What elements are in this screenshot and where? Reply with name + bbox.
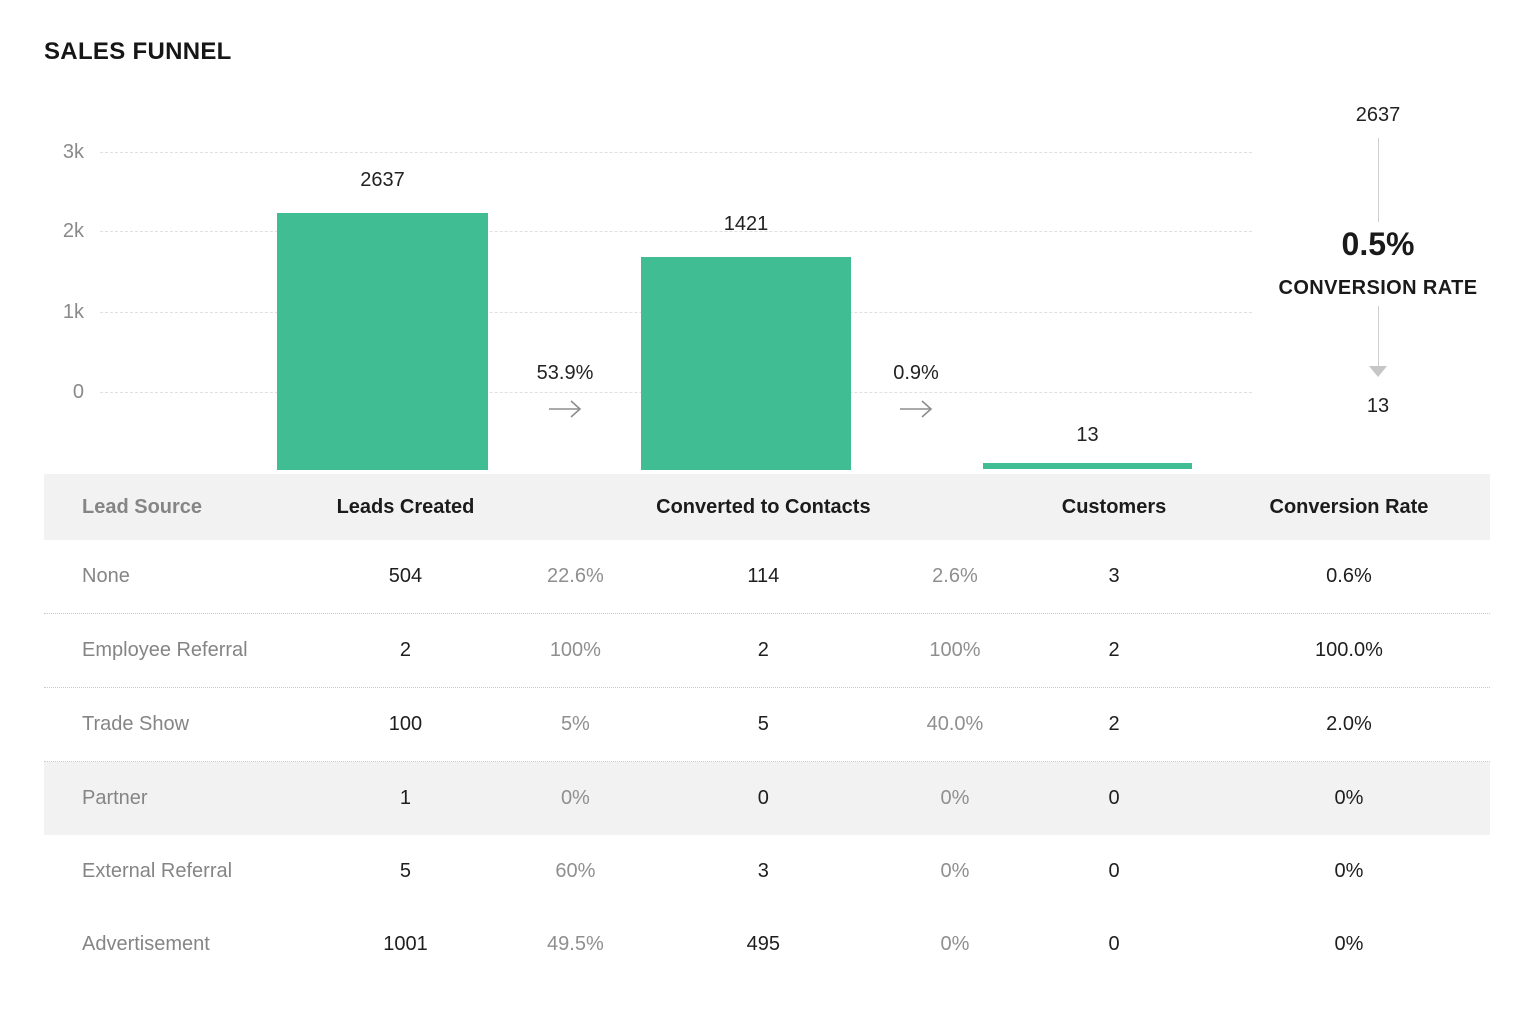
cell-lead-source: Employee Referral <box>82 639 248 661</box>
table-row: Partner 1 0% 0 0% 0 0% <box>44 762 1490 835</box>
cell-lead-source: Trade Show <box>82 713 190 735</box>
conversion-rate-value: 0.5% <box>1341 226 1415 262</box>
cell-conversion-rate: 0% <box>1334 787 1364 809</box>
cell-customers: 0 <box>1108 787 1120 809</box>
header-customers: Customers <box>1061 495 1167 518</box>
cell-customers: 0 <box>1108 933 1120 955</box>
cell-converted: 0 <box>757 787 769 809</box>
cell-leads-created: 504 <box>388 565 423 587</box>
bar-value-label-leads-created: 2637 <box>360 169 405 191</box>
cell-leads-pct: 49.5% <box>547 933 604 955</box>
cell-converted: 114 <box>747 565 780 587</box>
table-row: Employee Referral 2 100% 2 100% 2 100.0% <box>44 614 1490 688</box>
table-row: Trade Show 100 5% 5 40.0% 2 2.0% <box>44 688 1490 762</box>
y-axis-tick: 3k <box>62 141 84 163</box>
y-axis-tick: 1k <box>62 301 84 323</box>
bar-leads-created <box>277 213 488 470</box>
gridline-3k <box>100 152 1252 153</box>
cell-customers: 3 <box>1108 565 1120 587</box>
transition-pct-label: 0.9% <box>893 362 939 384</box>
right-arrow-icon <box>856 399 976 424</box>
cell-conversion-rate: 100.0% <box>1315 639 1383 661</box>
cell-converted-pct: 0% <box>940 933 970 955</box>
cell-lead-source: External Referral <box>82 860 233 882</box>
table-row: External Referral 5 60% 3 0% 0 0% <box>44 835 1490 908</box>
table-row: Advertisement 1001 49.5% 495 0% 0 0% <box>44 908 1490 981</box>
cell-converted-pct: 2.6% <box>932 565 978 587</box>
cell-leads-created: 1 <box>399 787 412 809</box>
header-conversion-rate: Conversion Rate <box>1269 495 1429 518</box>
cell-leads-created: 100 <box>388 713 423 735</box>
connector-line <box>1377 138 1379 222</box>
funnel-chart: 3k 2k 1k 0 2637 1421 13 53.9% 0.9% <box>0 0 1527 474</box>
cell-conversion-rate: 0% <box>1334 860 1364 882</box>
header-converted-to-contacts: Converted to Contacts <box>656 495 871 518</box>
cell-lead-source: Advertisement <box>82 933 210 955</box>
cell-leads-created: 5 <box>399 860 412 882</box>
transition-leads-to-contacts: 53.9% <box>505 361 625 424</box>
cell-lead-source: Partner <box>82 787 148 809</box>
cell-conversion-rate: 2.0% <box>1326 713 1372 735</box>
cell-customers: 0 <box>1108 860 1120 882</box>
cell-leads-pct: 100% <box>549 639 601 661</box>
cell-conversion-rate: 0% <box>1334 933 1364 955</box>
conversion-rate-label: CONVERSION RATE <box>1278 277 1478 299</box>
cell-converted-pct: 100% <box>929 639 981 661</box>
cell-converted-pct: 0% <box>940 787 970 809</box>
table-header-row: Lead Source Leads Created Converted to C… <box>44 474 1490 540</box>
bar-converted-to-contacts <box>641 257 851 470</box>
cell-leads-pct: 60% <box>555 860 596 882</box>
header-leads-created: Leads Created <box>336 495 475 518</box>
cell-customers: 2 <box>1108 639 1120 661</box>
down-arrow-icon <box>1369 366 1387 377</box>
conversion-summary: 2637 0.5% CONVERSION RATE 13 <box>1264 0 1492 474</box>
page-title: SALES FUNNEL <box>44 38 232 65</box>
lead-source-table: Lead Source Leads Created Converted to C… <box>44 474 1490 981</box>
cell-leads-pct: 22.6% <box>547 565 604 587</box>
cell-converted-pct: 0% <box>940 860 970 882</box>
bar-customers <box>983 463 1192 469</box>
cell-leads-pct: 0% <box>560 787 590 809</box>
cell-conversion-rate: 0.6% <box>1326 565 1372 587</box>
cell-leads-pct: 5% <box>560 713 590 735</box>
header-lead-source: Lead Source <box>82 495 203 518</box>
cell-converted: 2 <box>757 639 769 661</box>
connector-line <box>1377 306 1379 367</box>
summary-from-value: 2637 <box>1355 104 1401 126</box>
cell-leads-created: 1001 <box>383 933 428 955</box>
y-axis-tick: 2k <box>62 220 84 242</box>
cell-leads-created: 2 <box>399 639 412 661</box>
cell-customers: 2 <box>1108 713 1120 735</box>
transition-pct-label: 53.9% <box>536 362 594 384</box>
gridline-2k <box>100 231 1252 232</box>
table-row: None 504 22.6% 114 2.6% 3 0.6% <box>44 540 1490 614</box>
transition-contacts-to-customers: 0.9% <box>856 361 976 424</box>
cell-converted: 495 <box>746 933 781 955</box>
bar-value-label-customers: 13 <box>1076 424 1099 446</box>
cell-lead-source: None <box>82 565 130 587</box>
bar-value-label-converted-to-contacts: 1421 <box>723 213 769 235</box>
y-axis-tick: 0 <box>72 381 84 403</box>
cell-converted: 3 <box>757 860 769 882</box>
cell-converted: 5 <box>757 713 769 735</box>
cell-converted-pct: 40.0% <box>926 713 984 735</box>
right-arrow-icon <box>505 399 625 424</box>
summary-to-value: 13 <box>1366 395 1390 417</box>
